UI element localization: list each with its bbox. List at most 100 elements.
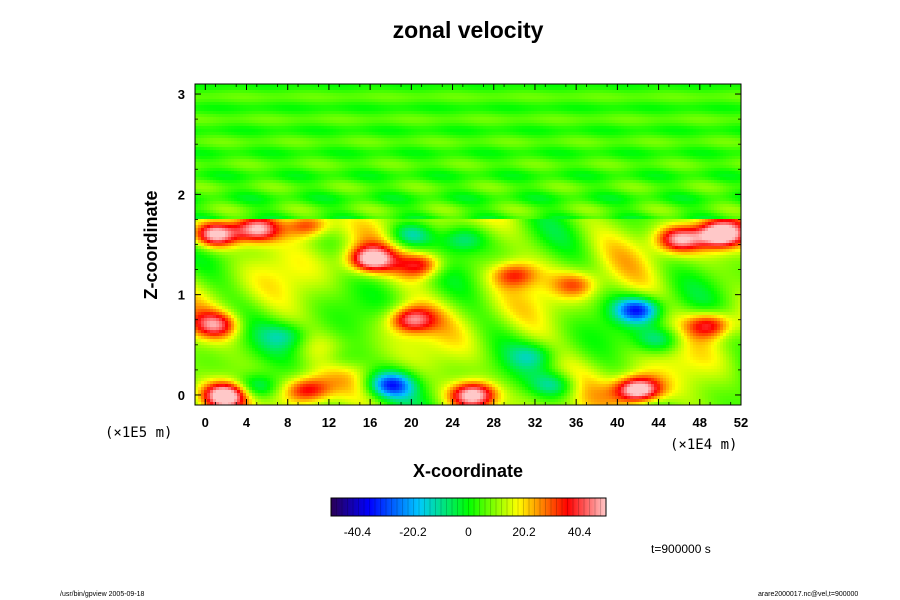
heatmap-cell: [447, 111, 451, 115]
heatmap-cell: [240, 162, 244, 166]
heatmap-cell: [372, 138, 376, 142]
heatmap-cell: [387, 105, 391, 109]
heatmap-cell: [600, 141, 604, 145]
heatmap-cell: [561, 117, 565, 121]
heatmap-cell: [315, 84, 319, 88]
heatmap-cell: [381, 150, 385, 154]
heatmap-cell: [525, 87, 529, 91]
heatmap-cell: [330, 132, 334, 136]
heatmap-cell: [618, 150, 622, 154]
heatmap-cell: [279, 165, 283, 169]
heatmap-cell: [390, 144, 394, 148]
heatmap-cell: [228, 111, 232, 115]
heatmap-cell: [258, 99, 262, 103]
heatmap-cell: [234, 84, 238, 88]
heatmap-cell: [471, 120, 475, 124]
heatmap-cell: [501, 141, 505, 145]
heatmap-cell: [684, 162, 688, 166]
heatmap-cell: [510, 162, 514, 166]
heatmap-cell: [411, 114, 415, 118]
heatmap-cell: [366, 150, 370, 154]
heatmap-cell: [267, 117, 271, 121]
heatmap-cell: [318, 144, 322, 148]
heatmap-cell: [447, 159, 451, 163]
heatmap-cell: [552, 162, 556, 166]
heatmap-cell: [732, 156, 736, 160]
heatmap-cell: [279, 132, 283, 136]
heatmap-cell: [624, 132, 628, 136]
heatmap-cell: [402, 111, 406, 115]
heatmap-cell: [219, 144, 223, 148]
heatmap-cell: [294, 102, 298, 106]
heatmap-cell: [462, 111, 466, 115]
heatmap-cell: [411, 150, 415, 154]
heatmap-cell: [387, 114, 391, 118]
heatmap-cell: [489, 99, 493, 103]
heatmap-cell: [666, 93, 670, 97]
heatmap-cell: [246, 138, 250, 142]
heatmap-cell: [507, 90, 511, 94]
heatmap-cell: [333, 147, 337, 151]
heatmap-cell: [537, 126, 541, 130]
heatmap-cell: [591, 162, 595, 166]
heatmap-cell: [213, 99, 217, 103]
heatmap-cell: [336, 105, 340, 109]
heatmap-cell: [441, 114, 445, 118]
heatmap-cell: [582, 105, 586, 109]
heatmap-cell: [489, 147, 493, 151]
heatmap-cell: [366, 99, 370, 103]
heatmap-cell: [300, 162, 304, 166]
heatmap-cell: [210, 141, 214, 145]
heatmap-cell: [243, 123, 247, 127]
heatmap-cell: [351, 105, 355, 109]
heatmap-cell: [540, 153, 544, 157]
heatmap-cell: [474, 144, 478, 148]
heatmap-cell: [264, 99, 268, 103]
heatmap-cell: [279, 93, 283, 97]
heatmap-cell: [477, 162, 481, 166]
heatmap-cell: [531, 135, 535, 139]
heatmap-cell: [240, 129, 244, 133]
heatmap-cell: [663, 84, 667, 88]
heatmap-cell: [387, 129, 391, 133]
heatmap-cell: [318, 111, 322, 115]
heatmap-cell: [333, 165, 337, 169]
heatmap-cell: [603, 84, 607, 88]
heatmap-cell: [537, 150, 541, 154]
heatmap-cell: [354, 135, 358, 139]
heatmap-cell: [213, 93, 217, 97]
heatmap-cell: [738, 87, 741, 91]
heatmap-cell: [612, 141, 616, 145]
heatmap-cell: [273, 132, 277, 136]
heatmap-cell: [654, 138, 658, 142]
heatmap-cell: [321, 114, 325, 118]
heatmap-cell: [474, 96, 478, 100]
heatmap-cell: [717, 150, 721, 154]
heatmap-cell: [414, 90, 418, 94]
heatmap-cell: [663, 111, 667, 115]
heatmap-cell: [654, 93, 658, 97]
heatmap-cell: [657, 156, 661, 160]
heatmap-cell: [405, 99, 409, 103]
heatmap-cell: [636, 147, 640, 151]
heatmap-cell: [483, 102, 487, 106]
heatmap-cell: [477, 90, 481, 94]
heatmap-cell: [669, 87, 673, 91]
heatmap-cell: [456, 159, 460, 163]
heatmap-cell: [243, 129, 247, 133]
heatmap-cell: [690, 99, 694, 103]
heatmap-cell: [687, 99, 691, 103]
heatmap-cell: [240, 153, 244, 157]
heatmap-cell: [252, 126, 256, 130]
heatmap-cell: [684, 153, 688, 157]
heatmap-cell: [276, 141, 280, 145]
heatmap-cell: [408, 117, 412, 121]
heatmap-cell: [663, 150, 667, 154]
heatmap-cell: [330, 90, 334, 94]
heatmap-cell: [528, 105, 532, 109]
heatmap-cell: [468, 105, 472, 109]
heatmap-cell: [681, 138, 685, 142]
heatmap-cell: [357, 141, 361, 145]
heatmap-cell: [690, 156, 694, 160]
heatmap-cell: [699, 135, 703, 139]
